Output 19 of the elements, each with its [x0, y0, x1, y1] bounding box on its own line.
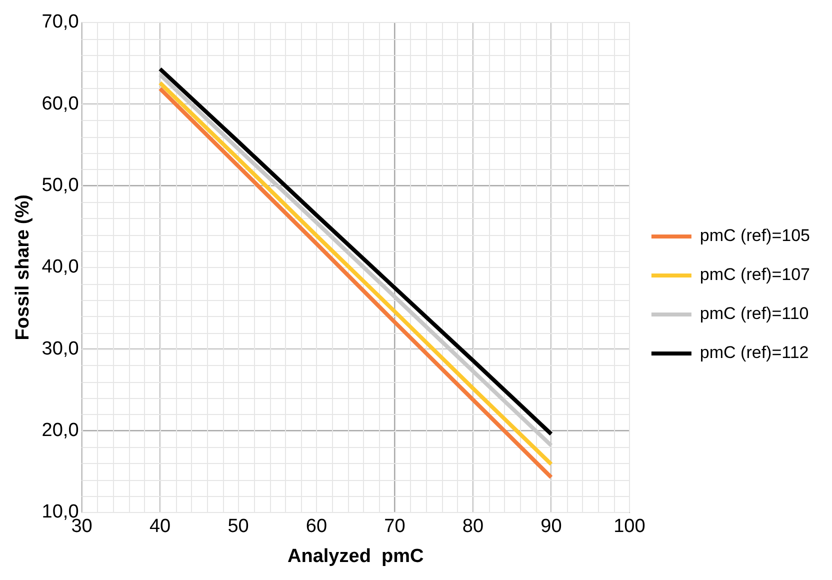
x-tick-label: 60	[306, 516, 328, 538]
x-tick-label: 70	[384, 516, 406, 538]
y-tick-label: 20,0	[42, 420, 79, 441]
y-tick-label: 70,0	[42, 12, 79, 33]
y-tick-label: 50,0	[42, 174, 79, 196]
x-axis-title: Analyzed pmC	[288, 546, 424, 567]
x-tick-label: 80	[462, 516, 484, 538]
y-tick-label: 60,0	[42, 93, 79, 114]
x-tick-label: 90	[540, 516, 562, 538]
legend-label: pmC (ref)=107	[700, 265, 810, 284]
y-axis-title: Fossil share (%)	[12, 194, 34, 340]
legend-label: pmC (ref)=105	[700, 226, 810, 246]
x-tick-label: 50	[228, 516, 249, 538]
x-tick-label: 40	[149, 516, 171, 538]
y-tick-label: 40,0	[42, 256, 79, 278]
x-tick-label: 100	[614, 516, 646, 538]
legend-label: pmC (ref)=110	[700, 304, 809, 324]
y-tick-label: 30,0	[42, 338, 79, 360]
legend-label: pmC (ref)=112	[700, 343, 809, 362]
